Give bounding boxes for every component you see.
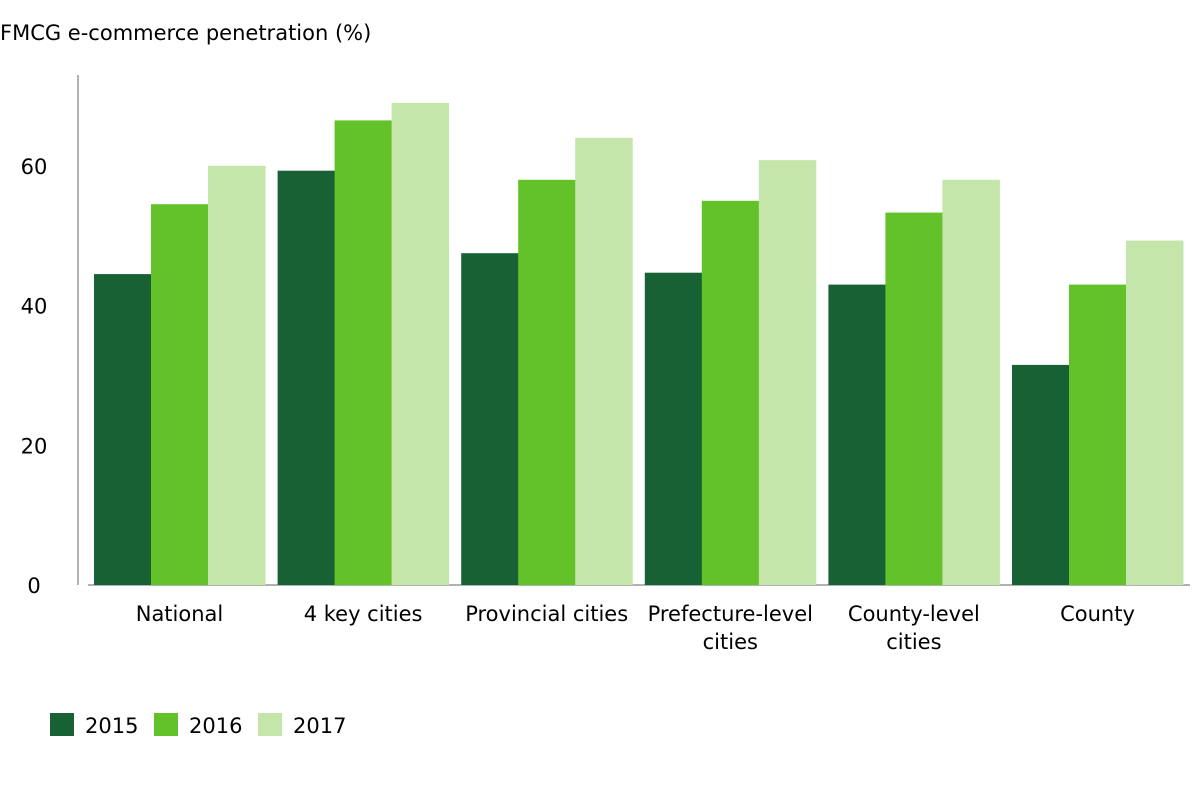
bar-2017-1	[391, 102, 450, 586]
category-label: 4 key cities	[304, 602, 423, 626]
bar-2017-2	[575, 137, 633, 585]
category-label: County	[1060, 602, 1135, 626]
category-label: Provincial cities	[465, 602, 628, 626]
legend-swatch-2016	[154, 713, 178, 736]
y-tick-label: 0	[27, 574, 40, 598]
bars	[94, 102, 1184, 586]
axes: 0 20 40 60	[21, 75, 1190, 598]
y-tick-label: 60	[21, 155, 48, 179]
category-label: cities	[886, 630, 941, 654]
bar-2015-5	[1012, 364, 1070, 585]
legend-label-2017: 2017	[293, 714, 346, 738]
bar-2015-2	[461, 253, 519, 585]
bar-2015-4	[828, 284, 886, 585]
legend-label-2015: 2015	[85, 714, 138, 738]
chart-title: FMCG e-commerce penetration (%)	[0, 21, 371, 45]
bar-2017-4	[942, 179, 1000, 586]
bar-2016-5	[1069, 284, 1127, 585]
category-label: National	[136, 602, 224, 626]
category-label: County-level	[848, 602, 980, 626]
y-tick-label: 20	[21, 434, 48, 458]
bar-2015-1	[277, 170, 336, 585]
bar-2016-4	[885, 212, 943, 585]
bar-2016-3	[701, 200, 760, 586]
bar-2016-2	[518, 179, 576, 586]
y-tick-label: 40	[21, 295, 48, 319]
bar-2015-3	[644, 272, 703, 585]
bar-2015-0	[94, 274, 152, 585]
legend-swatch-2017	[258, 713, 282, 736]
legend-swatch-2015	[50, 713, 74, 736]
category-labels: National 4 key cities Provincial cities Pre…	[136, 602, 1135, 654]
legend: 2015 2016 2017	[50, 713, 346, 738]
bar-2016-0	[151, 204, 209, 585]
category-label: Prefecture-level	[648, 602, 813, 626]
bar-2017-0	[208, 165, 266, 586]
category-label: cities	[703, 630, 758, 654]
legend-label-2016: 2016	[189, 714, 242, 738]
bar-2016-1	[334, 120, 393, 586]
bar-2017-5	[1126, 240, 1184, 585]
bar-2017-3	[758, 160, 817, 585]
